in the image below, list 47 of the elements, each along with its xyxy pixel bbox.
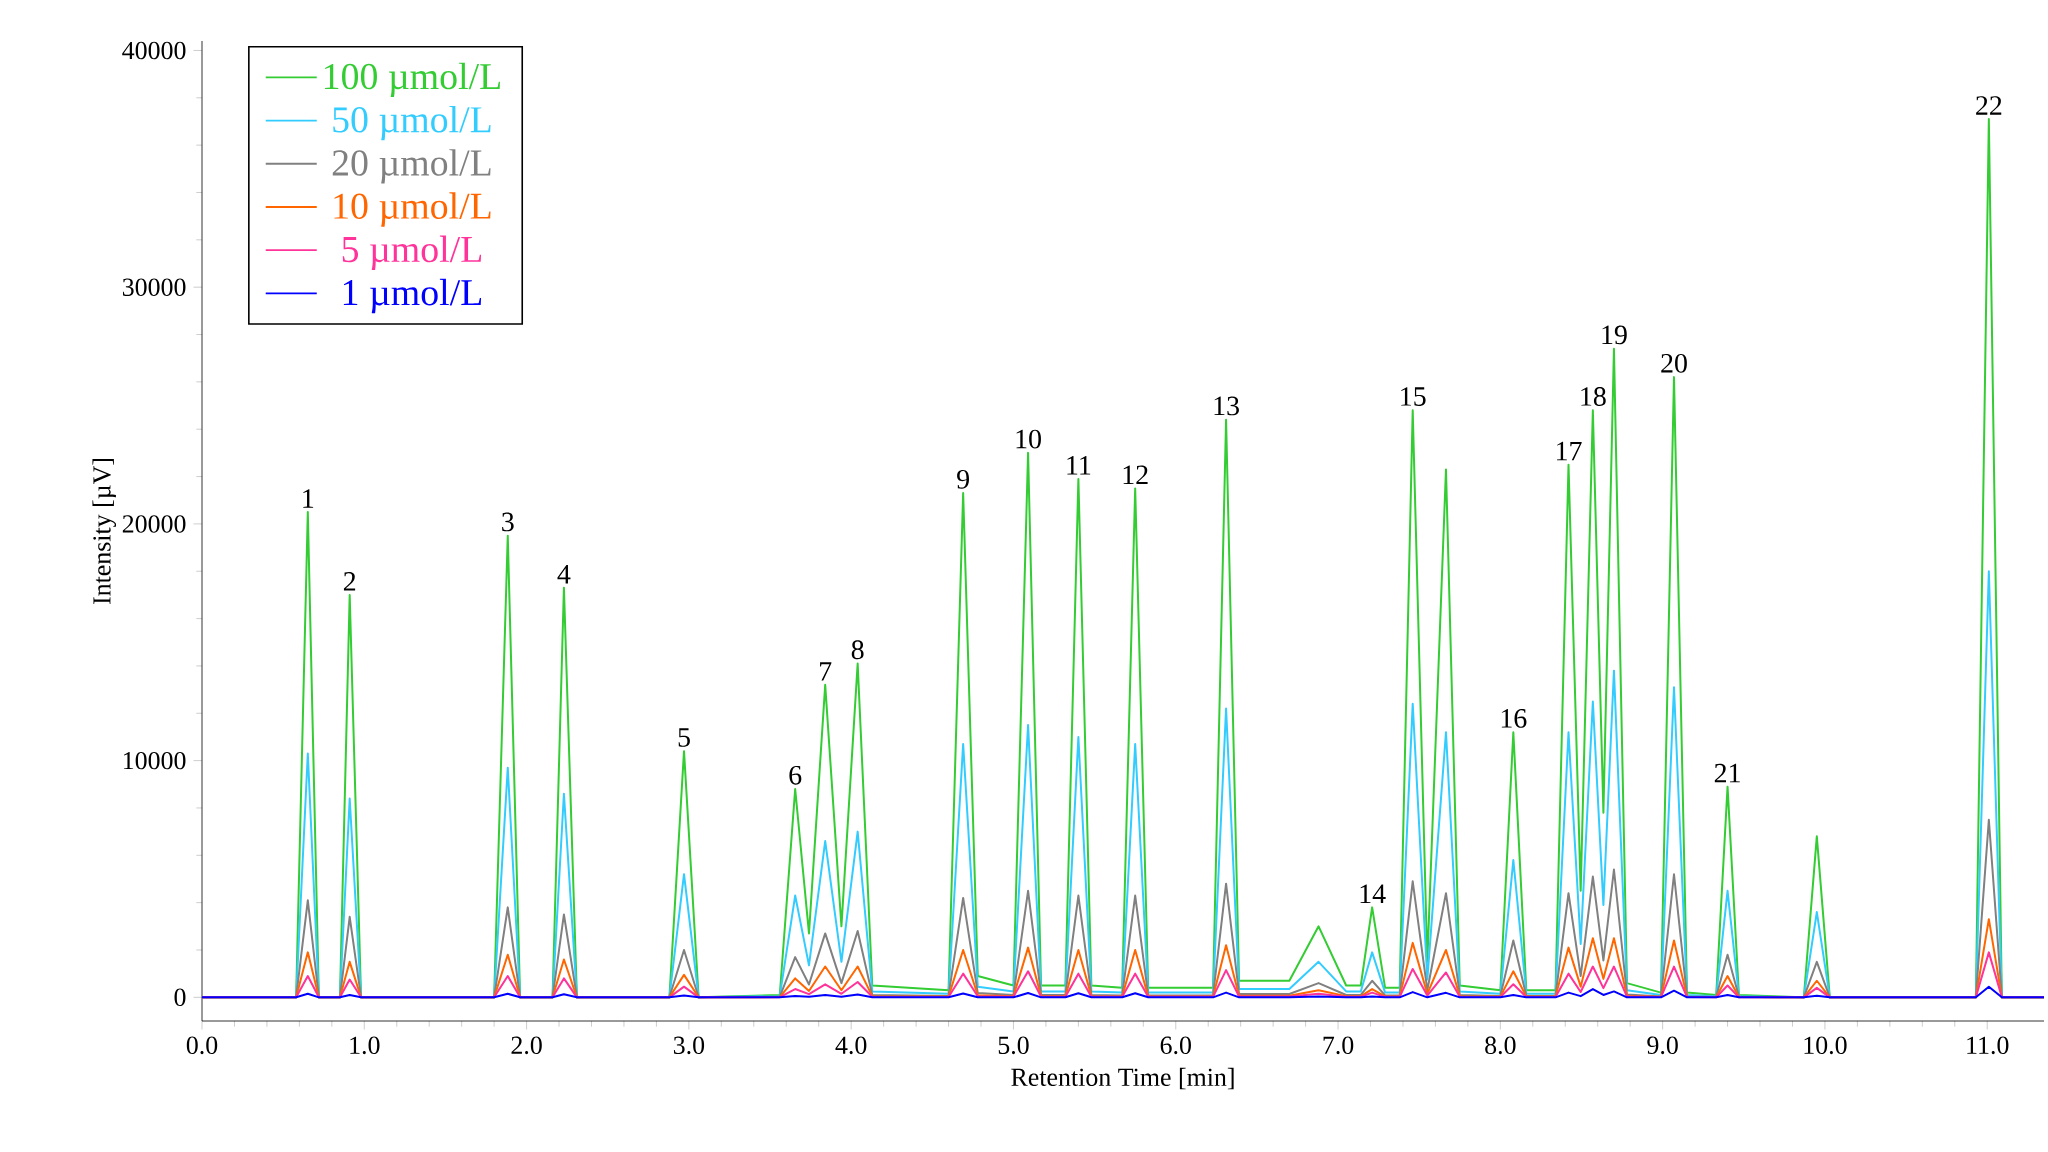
legend-label: 10 µmol/L (334, 192, 491, 227)
y-tick-label: 20000 (122, 515, 186, 533)
y-tick-label: 10000 (123, 751, 186, 770)
legend-label: 50 µmol/L (333, 105, 491, 141)
y-axis-title: Intensity [µV] (92, 458, 117, 605)
x-tick-label: 6.0 (1160, 1036, 1191, 1055)
annotation: 7 (820, 662, 832, 681)
annotation: 13 (1214, 396, 1239, 416)
legend-label: 100 µmol/L (324, 62, 500, 98)
y-tick-label: 40000 (122, 41, 186, 60)
x-tick-label: 0.0 (186, 1036, 218, 1055)
annotation: 21 (1714, 763, 1740, 783)
legend-label: 5 µmol/L (342, 235, 482, 270)
x-tick-label: 5.0 (998, 1036, 1029, 1055)
annotation: 11 (1067, 456, 1091, 475)
annotation: 22 (1976, 96, 2002, 115)
x-tick-label: 7.0 (1323, 1036, 1354, 1055)
annotation: 15 (1401, 387, 1426, 406)
legend-label: 20 µmol/L (332, 149, 491, 184)
annotation: 20 (1661, 353, 1687, 373)
y-tick-label: 0 (174, 988, 186, 1007)
annotation: 6 (789, 765, 802, 785)
annotation: 1 (303, 489, 314, 508)
x-tick-label: 3.0 (673, 1036, 705, 1055)
annotation: 8 (851, 640, 864, 660)
y-tick-label: 30000 (122, 278, 186, 296)
legend-label: 1 µmol/L (343, 278, 482, 314)
annotation: 2 (343, 572, 356, 591)
annotation: 9 (957, 469, 969, 489)
annotation: 4 (557, 565, 571, 584)
annotation: 19 (1602, 325, 1627, 345)
x-axis-title: Retention Time [min] (1011, 1067, 1234, 1090)
annotation: 16 (1501, 709, 1527, 728)
annotation: 14 (1360, 884, 1386, 903)
x-tick-label: 9.0 (1647, 1036, 1678, 1055)
annotation: 12 (1123, 465, 1148, 484)
x-tick-label: 8.0 (1485, 1036, 1516, 1055)
x-tick-label: 2.0 (511, 1036, 542, 1055)
annotation: 10 (1016, 429, 1041, 449)
x-tick-label: 1.0 (350, 1036, 380, 1055)
annotation: 5 (678, 728, 690, 747)
annotation: 3 (502, 512, 514, 532)
x-tick-label: 10.0 (1804, 1036, 1847, 1055)
annotation: 18 (1581, 387, 1606, 406)
x-tick-label: 4.0 (835, 1036, 867, 1055)
annotation: 17 (1556, 441, 1582, 461)
x-tick-label: 11.0 (1967, 1036, 2009, 1055)
